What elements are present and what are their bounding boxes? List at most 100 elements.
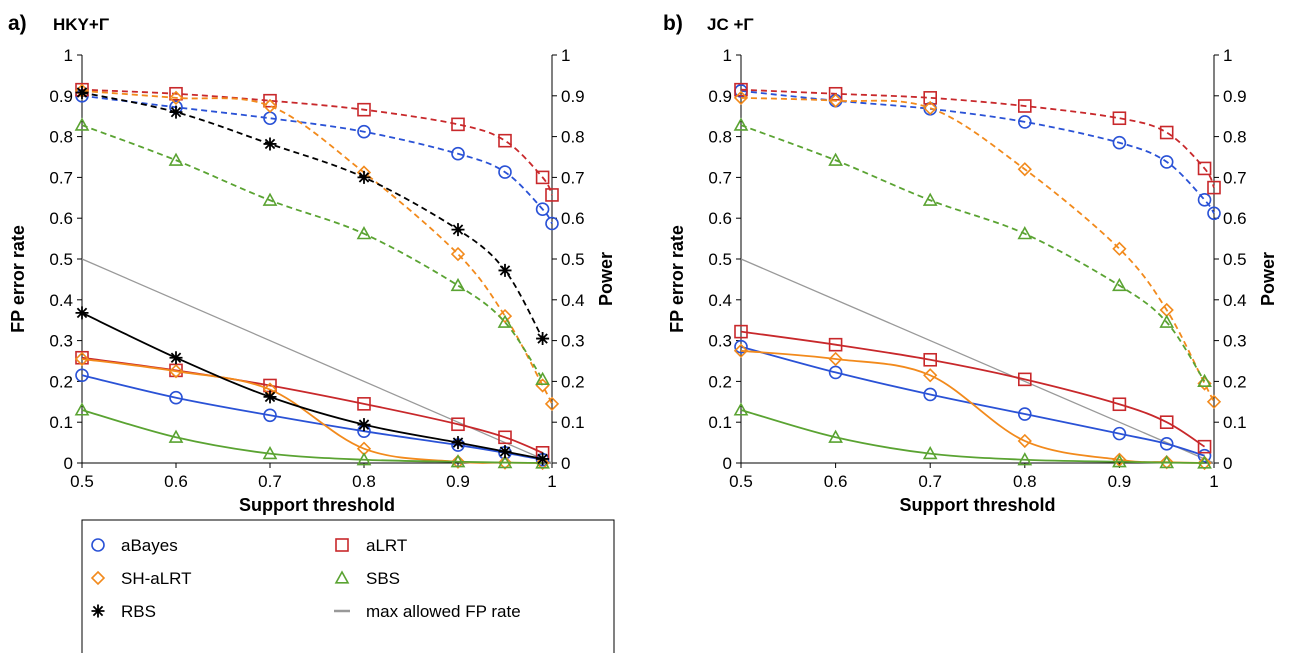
x-tick-label: 1 <box>547 472 556 491</box>
data-point <box>734 339 748 354</box>
data-point <box>828 86 843 101</box>
data-point <box>75 86 89 100</box>
data-point <box>357 397 371 411</box>
data-point <box>1197 161 1212 176</box>
data-point <box>536 452 550 466</box>
y2-tick-label: 0.7 <box>561 168 585 187</box>
data-point <box>75 306 89 320</box>
data-point <box>828 429 843 443</box>
y2-tick-label: 0 <box>561 454 570 473</box>
data-point <box>1159 454 1175 469</box>
y-tick-label: 0.8 <box>708 128 732 147</box>
data-point <box>498 133 512 148</box>
y2-tick-label: 0.5 <box>561 250 585 269</box>
data-point <box>1017 99 1032 113</box>
panel-label: a) <box>8 12 27 35</box>
data-point <box>1018 407 1032 421</box>
data-point <box>169 86 183 101</box>
reference-line-max-fp-rate <box>81 258 553 464</box>
data-point <box>1112 241 1127 256</box>
data-point <box>497 314 513 328</box>
y2-tick-label: 0.1 <box>1223 413 1247 432</box>
y-tick-label: 0.4 <box>49 291 73 310</box>
data-point <box>733 90 749 105</box>
y-tick-label: 0.5 <box>708 250 732 269</box>
data-point <box>544 396 560 411</box>
series-line <box>740 124 1206 382</box>
series-alrt-power <box>734 82 1221 195</box>
data-point <box>168 364 184 379</box>
series-line <box>81 124 544 380</box>
series-sbs-fp <box>74 402 550 469</box>
data-point <box>923 368 938 383</box>
series-rbs-fp <box>75 306 550 466</box>
data-point <box>497 308 513 324</box>
data-point <box>356 452 372 466</box>
x-axis-label: Support threshold <box>239 495 395 515</box>
data-point <box>1017 433 1032 449</box>
data-point <box>74 402 90 416</box>
series-sh-alrt-fp <box>733 343 1212 471</box>
y2-axis-label: Power <box>1258 252 1278 306</box>
y-tick-label: 0.9 <box>49 87 73 106</box>
series-line <box>81 88 553 196</box>
data-point <box>828 351 843 367</box>
series-line <box>740 409 1205 464</box>
series-abayes-fp <box>75 368 550 467</box>
y-tick-label: 0.3 <box>708 332 732 351</box>
series-line <box>740 345 1205 457</box>
data-point <box>1018 115 1032 129</box>
y2-tick-label: 0.8 <box>1223 128 1247 147</box>
y2-tick-label: 0.7 <box>1223 168 1247 187</box>
data-point <box>922 445 938 460</box>
y-tick-label: 0.6 <box>49 209 73 228</box>
data-point <box>828 365 843 380</box>
panel-title: HKY+Γ <box>53 15 109 34</box>
x-tick-label: 0.8 <box>1013 472 1037 491</box>
panel-label: b) <box>663 12 683 35</box>
x-tick-label: 0.6 <box>164 472 188 491</box>
data-point <box>1017 452 1033 466</box>
data-point <box>498 445 512 459</box>
data-point <box>535 202 550 217</box>
data-point <box>733 402 749 416</box>
data-point <box>263 137 277 151</box>
data-point <box>497 455 513 470</box>
data-point <box>1159 415 1174 430</box>
data-point <box>923 352 938 367</box>
y-tick-label: 0.4 <box>708 291 732 310</box>
data-point <box>1159 437 1174 451</box>
data-point <box>1017 226 1033 240</box>
y-tick-label: 0.8 <box>49 128 73 147</box>
data-point <box>1112 111 1127 126</box>
data-point <box>263 93 277 108</box>
x-axis-label: Support threshold <box>900 495 1056 515</box>
data-point <box>497 454 513 469</box>
data-point <box>169 351 183 365</box>
legend-marker-alrt <box>335 538 349 552</box>
data-point <box>262 98 278 114</box>
y2-tick-label: 0.9 <box>1223 87 1247 106</box>
data-point <box>450 277 466 292</box>
y2-tick-label: 1 <box>1223 46 1232 65</box>
series-line <box>81 374 543 461</box>
data-point <box>545 188 559 202</box>
y2-tick-label: 0.6 <box>561 209 585 228</box>
data-point <box>1197 193 1212 207</box>
data-point <box>734 82 748 97</box>
series-line <box>740 88 1215 188</box>
data-point <box>923 387 938 402</box>
data-point <box>74 117 90 131</box>
panel-a: a) HKY+Γ 0 0 0.1 0.1 0.2 0.2 0.3 0.3 0.4 0.4 0.5 0.5 0… <box>8 12 616 515</box>
series-rbs-power <box>75 86 550 346</box>
y2-tick-label: 1 <box>561 46 570 65</box>
series-line <box>81 356 543 454</box>
data-point <box>263 408 277 423</box>
y-tick-label: 0.5 <box>49 250 73 269</box>
data-point <box>451 417 465 432</box>
data-point <box>498 430 512 445</box>
y2-axis-label: Power <box>596 252 616 306</box>
y2-tick-label: 0.3 <box>561 332 585 351</box>
data-point <box>450 246 466 262</box>
